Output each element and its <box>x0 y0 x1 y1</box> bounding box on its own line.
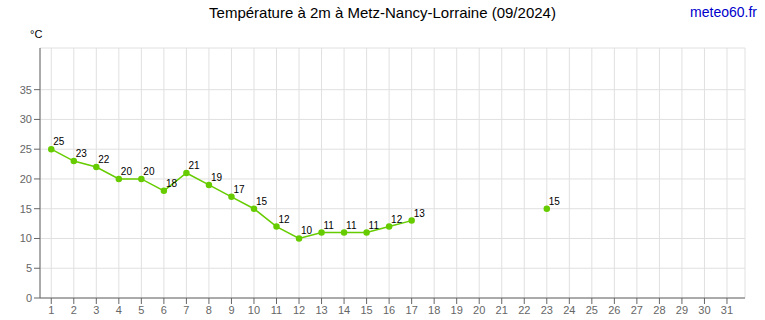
svg-text:5: 5 <box>26 262 32 274</box>
svg-text:24: 24 <box>563 304 575 316</box>
svg-text:21: 21 <box>188 160 200 171</box>
svg-text:11: 11 <box>324 220 335 231</box>
svg-text:15: 15 <box>549 196 561 207</box>
svg-text:9: 9 <box>228 304 234 316</box>
svg-text:30: 30 <box>698 304 710 316</box>
svg-text:21: 21 <box>496 304 508 316</box>
svg-text:12: 12 <box>279 214 291 225</box>
svg-text:17: 17 <box>233 184 245 195</box>
svg-text:15: 15 <box>20 203 32 215</box>
svg-text:7: 7 <box>183 304 189 316</box>
svg-text:20: 20 <box>20 173 32 185</box>
svg-text:20: 20 <box>121 166 133 177</box>
svg-text:4: 4 <box>116 304 122 316</box>
svg-text:18: 18 <box>166 178 178 189</box>
svg-text:22: 22 <box>98 154 110 165</box>
svg-text:15: 15 <box>256 196 268 207</box>
svg-text:26: 26 <box>608 304 620 316</box>
svg-text:25: 25 <box>53 136 65 147</box>
html-text:°C: °C <box>30 28 43 40</box>
svg-text:8: 8 <box>206 304 212 316</box>
svg-text:18: 18 <box>428 304 440 316</box>
svg-text:13: 13 <box>315 304 327 316</box>
svg-text:14: 14 <box>338 304 350 316</box>
html-text:meteo60.fr: meteo60.fr <box>690 4 757 20</box>
svg-text:17: 17 <box>406 304 418 316</box>
svg-text:25: 25 <box>20 143 32 155</box>
svg-text:0: 0 <box>26 292 32 304</box>
svg-text:10: 10 <box>248 304 260 316</box>
svg-text:30: 30 <box>20 113 32 125</box>
svg-text:13: 13 <box>414 208 426 219</box>
svg-text:19: 19 <box>451 304 463 316</box>
svg-text:20: 20 <box>143 166 155 177</box>
svg-text:25: 25 <box>586 304 598 316</box>
svg-text:1: 1 <box>48 304 54 316</box>
svg-text:35: 35 <box>20 84 32 96</box>
svg-text:23: 23 <box>541 304 553 316</box>
svg-text:29: 29 <box>676 304 688 316</box>
svg-text:6: 6 <box>161 304 167 316</box>
svg-text:22: 22 <box>518 304 530 316</box>
svg-text:20: 20 <box>473 304 485 316</box>
svg-text:11: 11 <box>346 220 357 231</box>
svg-text:19: 19 <box>211 172 223 183</box>
svg-text:28: 28 <box>653 304 665 316</box>
svg-text:12: 12 <box>293 304 305 316</box>
svg-text:11: 11 <box>369 220 380 231</box>
svg-text:10: 10 <box>301 225 313 236</box>
svg-text:31: 31 <box>721 304 733 316</box>
svg-text:27: 27 <box>631 304 643 316</box>
svg-text:23: 23 <box>76 148 88 159</box>
svg-text:5: 5 <box>138 304 144 316</box>
svg-text:10: 10 <box>20 232 32 244</box>
svg-text:11: 11 <box>271 304 282 316</box>
svg-text:15: 15 <box>360 304 372 316</box>
svg-text:2: 2 <box>71 304 77 316</box>
html-text:Température à 2m à Metz-Nancy-: Température à 2m à Metz-Nancy-Lorraine (… <box>209 4 556 21</box>
svg-text:12: 12 <box>391 214 403 225</box>
svg-text:16: 16 <box>383 304 395 316</box>
svg-text:3: 3 <box>93 304 99 316</box>
